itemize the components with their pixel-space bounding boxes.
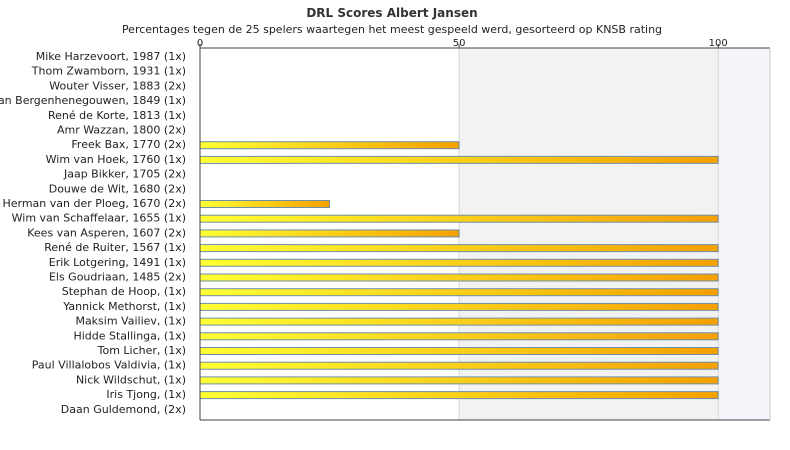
bar (199, 229, 460, 238)
bar (199, 200, 331, 208)
category-label: Mike Harzevoort, 1987 (1x) (36, 50, 186, 63)
bar (199, 214, 719, 223)
bar (199, 258, 719, 267)
category-label: Daan van Bergenhenegouwen, 1849 (1x) (0, 94, 186, 107)
chart-subtitle: Percentages tegen de 25 spelers waartege… (122, 23, 662, 36)
category-label: Iris Tjong, (1x) (106, 388, 186, 401)
category-label: Erik Lotgering, 1491 (1x) (49, 256, 186, 269)
tick-label: 100 (709, 38, 728, 49)
bar (199, 288, 719, 297)
bar (199, 317, 719, 326)
category-label: René de Ruiter, 1567 (1x) (44, 241, 186, 254)
category-label: Paul Villalobos Valdivia, (1x) (32, 359, 186, 372)
category-label: Tom Licher, (1x) (97, 344, 186, 357)
band-100-max (718, 48, 770, 420)
category-label: Stephan de Hoop, (1x) (62, 285, 186, 298)
category-label: Wim van Hoek, 1760 (1x) (46, 153, 186, 166)
tick-label: 0 (197, 38, 203, 49)
category-labels: Mike Harzevoort, 1987 (1x) Thom Zwamborn,… (0, 50, 186, 416)
bar (199, 347, 719, 355)
x-axis-ticks: 0 50 100 (197, 38, 728, 49)
category-label: Nick Wildschut, (1x) (76, 373, 186, 386)
category-label: Kees van Asperen, 1607 (2x) (27, 226, 186, 239)
category-label: Herman van der Ploeg, 1670 (2x) (2, 197, 186, 210)
category-label: Douwe de Wit, 1680 (2x) (49, 182, 186, 195)
bars (199, 141, 719, 400)
bar (199, 141, 460, 150)
category-label: Daan Guldemond, (2x) (61, 403, 186, 416)
bar (199, 244, 719, 253)
axes (199, 47, 771, 421)
category-label: Maksim Vailiev, (1x) (75, 315, 186, 328)
category-label: Amr Wazzan, 1800 (2x) (57, 124, 186, 137)
category-label: Jaap Bikker, 1705 (2x) (63, 168, 186, 181)
band-50-100 (459, 48, 719, 420)
bar (199, 155, 719, 164)
category-label: Wouter Visser, 1883 (2x) (49, 79, 186, 92)
category-label: René de Korte, 1813 (1x) (48, 109, 186, 122)
plot-background (459, 48, 770, 420)
bar (199, 302, 719, 311)
category-label: Freek Bax, 1770 (2x) (71, 138, 186, 151)
category-label: Els Goudriaan, 1485 (2x) (49, 271, 186, 284)
category-label: Thom Zwamborn, 1931 (1x) (31, 65, 186, 78)
tick-label: 50 (453, 38, 466, 49)
category-label: Wim van Schaffelaar, 1655 (1x) (12, 212, 186, 225)
bar (199, 332, 719, 341)
category-label: Hidde Stallinga, (1x) (73, 329, 186, 342)
bar (199, 361, 719, 370)
category-label: Yannick Methorst, (1x) (62, 300, 186, 313)
bar (199, 273, 719, 282)
chart-title: DRL Scores Albert Jansen (306, 6, 477, 20)
bar (199, 391, 719, 400)
bar (199, 376, 719, 385)
